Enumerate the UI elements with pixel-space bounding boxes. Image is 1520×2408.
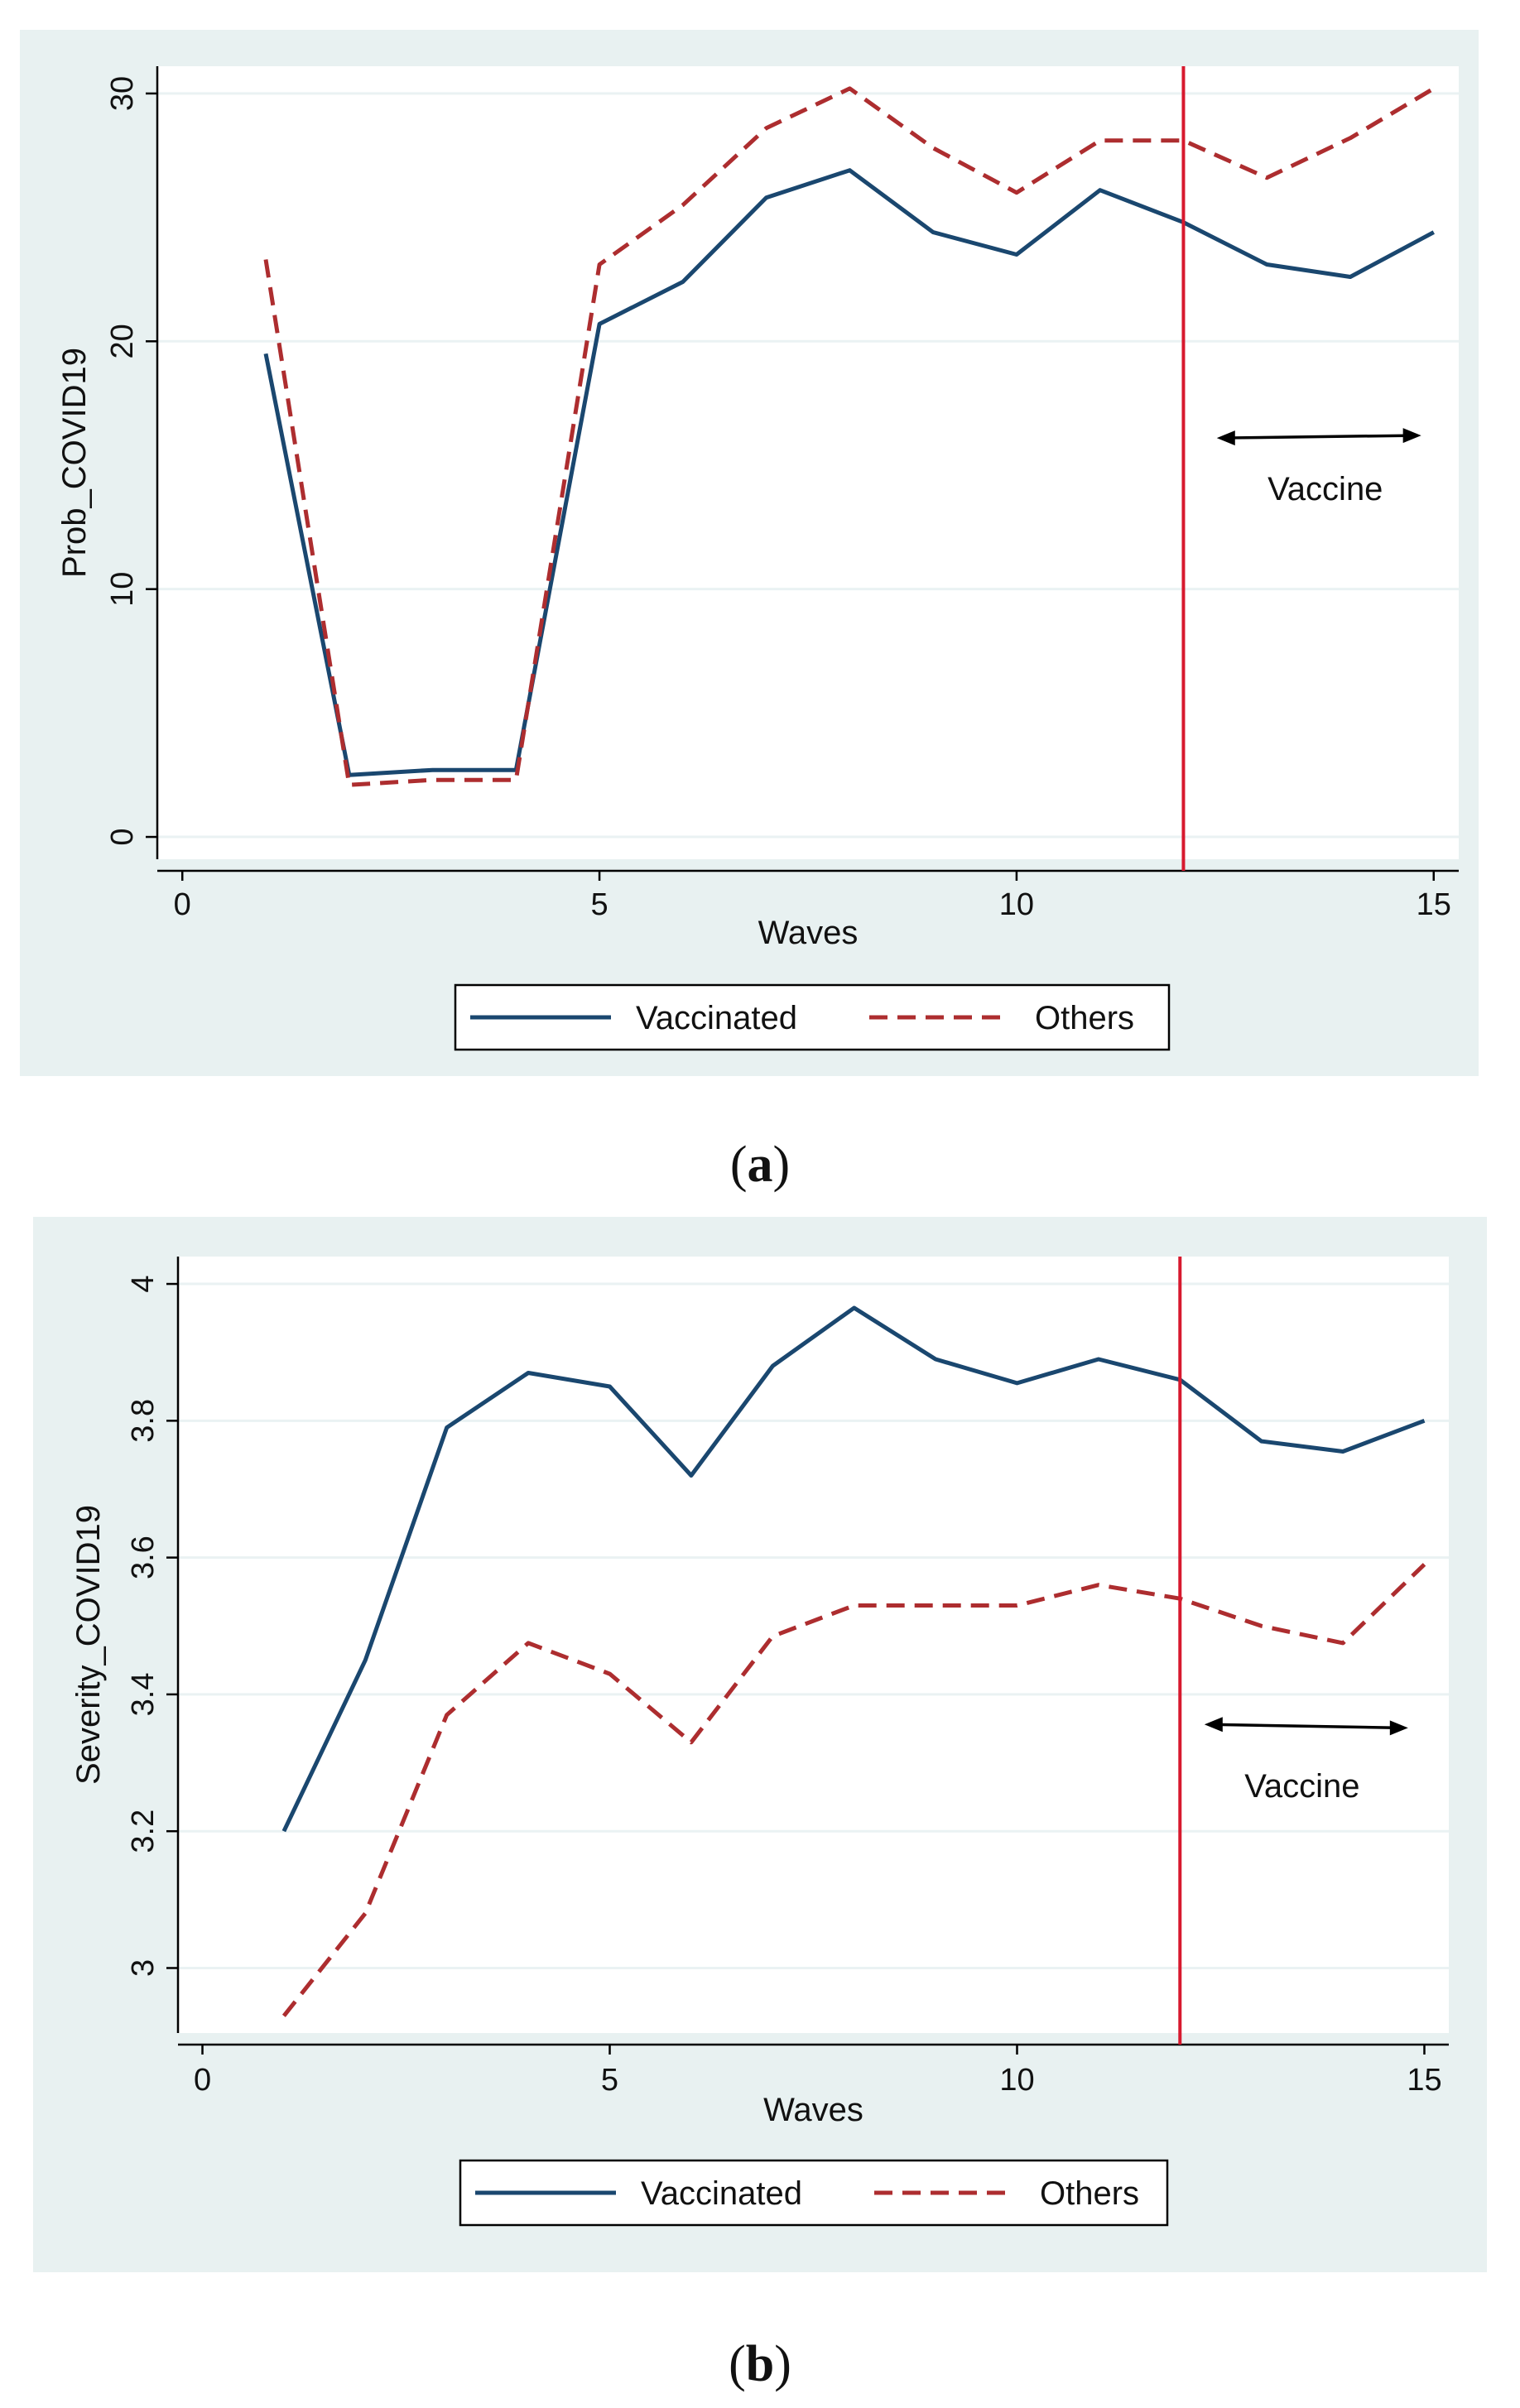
vaccine-arrow-head-left xyxy=(1216,430,1235,446)
y-tick-label: 3.4 xyxy=(126,1673,161,1717)
legend-label-vaccinated: Vaccinated xyxy=(641,2175,802,2212)
legend: Vaccinated Others xyxy=(459,2159,1169,2227)
caption-a-letter: a xyxy=(747,1137,773,1193)
vaccine-arrow-head-right xyxy=(1389,1720,1408,1736)
series-line-others xyxy=(281,1563,1426,2017)
x-tick-label: 10 xyxy=(999,887,1034,922)
vaccine-arrow-shaft xyxy=(1223,434,1415,440)
chart-a: 0 10 20 30 0 5 10 15 Waves Prob_COVID19 Vaccine Vac… xyxy=(20,30,1479,1076)
plot-area xyxy=(178,1257,1449,2033)
plot-area xyxy=(157,66,1459,859)
y-axis-title: Prob_COVID19 xyxy=(56,348,93,578)
legend-label-vaccinated: Vaccinated xyxy=(636,1000,797,1036)
y-tick-label: 0 xyxy=(105,828,140,845)
vaccine-arrow-shaft xyxy=(1210,1723,1402,1730)
y-tick-label: 30 xyxy=(105,76,140,111)
chart-a-group: 0 10 20 30 0 5 10 15 Waves Prob_COVID19 Vaccine Vac… xyxy=(20,30,1479,1076)
caption-b-letter: b xyxy=(745,2336,775,2392)
figure-panel-a: 0 10 20 30 0 5 10 15 Waves Prob_COVID19 Vaccine Vac… xyxy=(20,30,1479,1193)
y-tick-label: 3.8 xyxy=(126,1399,161,1443)
vaccine-arrow-head-right xyxy=(1402,428,1421,444)
chart-b: 3 3.2 3.4 3.6 3.8 4 0 5 10 15 Waves Severity_COVID1… xyxy=(33,1217,1487,2272)
y-axis-title: Severity_COVID19 xyxy=(70,1505,107,1785)
caption-a: (a) xyxy=(729,1137,791,1193)
chart-b-group: 3 3.2 3.4 3.6 3.8 4 0 5 10 15 Waves Severity_COVID1… xyxy=(33,1217,1487,2272)
caption-b: (b) xyxy=(729,2336,791,2392)
y-tick-label: 20 xyxy=(105,324,140,358)
figure-panel-b: 3 3.2 3.4 3.6 3.8 4 0 5 10 15 Waves Severity_COVID1… xyxy=(0,1209,1520,2408)
x-tick-label: 15 xyxy=(1407,2063,1441,2098)
vaccine-annotation-label: Vaccine xyxy=(1244,1768,1359,1805)
x-tick-label: 0 xyxy=(194,2063,211,2098)
legend-label-others: Others xyxy=(1040,2175,1139,2212)
vaccine-annotation-label: Vaccine xyxy=(1267,471,1383,507)
y-tick-label: 10 xyxy=(105,572,140,607)
y-tick-label: 3.2 xyxy=(126,1810,161,1853)
y-tick-label: 4 xyxy=(126,1275,161,1292)
x-axis-title: Waves xyxy=(763,2092,863,2128)
vaccine-arrow-head-left xyxy=(1204,1717,1223,1733)
legend-label-others: Others xyxy=(1035,1000,1134,1036)
x-tick-label: 5 xyxy=(601,2063,618,2098)
y-tick-label: 3 xyxy=(126,1959,161,1977)
y-tick-label: 3.6 xyxy=(126,1536,161,1579)
x-tick-label: 0 xyxy=(174,887,191,922)
x-tick-label: 5 xyxy=(591,887,608,922)
legend: Vaccinated Others xyxy=(454,983,1171,1051)
x-tick-label: 15 xyxy=(1417,887,1451,922)
x-tick-label: 10 xyxy=(999,2063,1034,2098)
x-axis-title: Waves xyxy=(758,915,859,951)
